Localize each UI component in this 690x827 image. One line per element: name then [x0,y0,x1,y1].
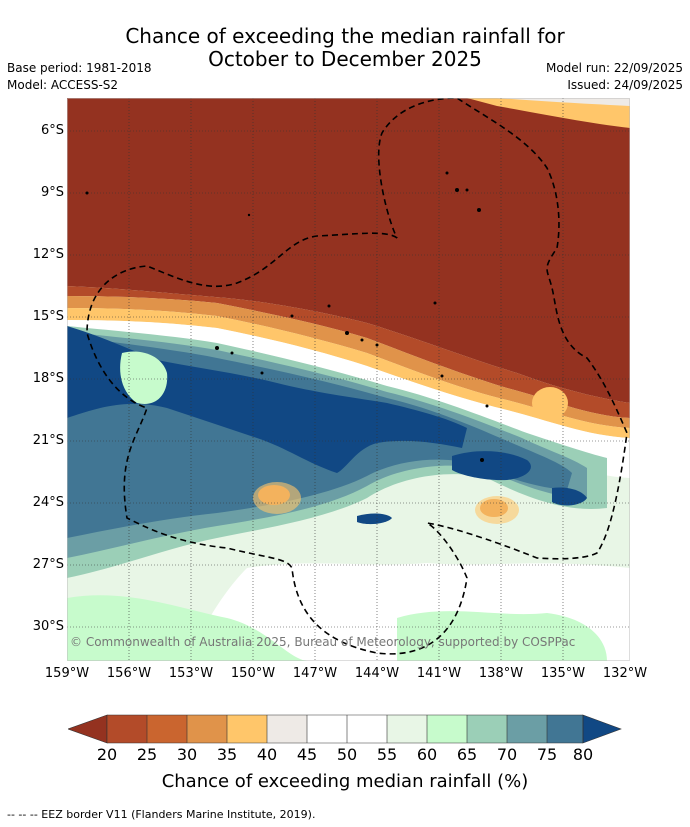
colorbar-tick-50: 50 [336,745,358,764]
colorbar-tick-45: 45 [296,745,318,764]
colorbar-bin-75-80 [547,715,583,743]
colorbar-bin-40-45 [267,715,307,743]
region-pocket-green [120,351,168,404]
region-green-east [397,611,607,661]
colorbar-tick-20: 20 [96,745,118,764]
islands [85,171,489,462]
lon-label-150w: 150°W [230,666,276,681]
colorbar-bin-20-25 [107,715,147,743]
region-35-40 [67,308,630,438]
lat-label-24s: 24°S [32,495,64,510]
eez-legend-note: -- -- -- EEZ border V11 (Flanders Marine… [7,808,316,821]
colorbar-bin-30-35 [187,715,227,743]
lat-label-21s: 21°S [32,433,64,448]
meta-left: Base period: 1981-2018 Model: ACCESS-S2 [7,60,152,94]
region-pocket-yellow-1 [253,482,301,514]
map-frame [67,98,630,661]
map-copyright: © Commonwealth of Australia 2025, Bureau… [70,635,575,649]
colorbar [68,714,622,744]
region-gt80-east [452,451,531,481]
lon-label-138w: 138°W [478,666,524,681]
lat-label-30s: 30°S [32,619,64,634]
colorbar-tick-80: 80 [572,745,594,764]
region-25-35 [67,296,630,428]
colorbar-tick-35: 35 [216,745,238,764]
region-pocket-yellow-2 [475,496,519,524]
colorbar-bin-55-60 [387,715,427,743]
colorbar-tick-65: 65 [456,745,478,764]
colorbar-bin-65-70 [467,715,507,743]
map-gridlines [67,98,630,661]
lon-label-144w: 144°W [354,666,400,681]
base-period: Base period: 1981-2018 [7,61,152,75]
colorbar-bin-50-55 [347,715,387,743]
colorbar-tick-70: 70 [496,745,518,764]
region-gt80-far-east [552,487,587,506]
rainfall-map: © Commonwealth of Australia 2025, Bureau… [67,98,630,661]
lat-label-6s: 6°S [40,123,64,138]
lon-label-141w: 141°W [416,666,462,681]
model-name: Model: ACCESS-S2 [7,78,119,92]
colorbar-arrow-left [68,714,108,744]
lat-label-9s: 9°S [40,185,64,200]
colorbar-tick-60: 60 [416,745,438,764]
map-title-line1: Chance of exceeding the median rainfall … [125,24,565,48]
eez-border [86,98,628,655]
lon-label-147w: 147°W [292,666,338,681]
region-pocket-east [532,387,568,419]
region-20-25 [67,286,630,418]
colorbar-tick-55: 55 [376,745,398,764]
region-lt20-north [67,98,630,403]
colorbar-tick-40: 40 [256,745,278,764]
colorbar-tick-75: 75 [536,745,558,764]
colorbar-bin-35-40 [227,715,267,743]
issued-date: Issued: 24/09/2025 [567,78,683,92]
region-gt80-main [67,326,467,473]
lat-label-27s: 27°S [32,557,64,572]
colorbar-tick-25: 25 [136,745,158,764]
region-gt80-south [357,513,392,525]
colorbar-tick-30: 30 [176,745,198,764]
colorbar-bin-60-65 [427,715,467,743]
meta-right: Model run: 22/09/2025 Issued: 24/09/2025 [546,60,683,94]
colorbar-bin-45-50 [307,715,347,743]
colorbar-bin-70-75 [507,715,547,743]
colorbar-title: Chance of exceeding median rainfall (%) [161,771,529,792]
lon-label-156w: 156°W [106,666,152,681]
lon-label-135w: 135°W [540,666,586,681]
colorbar-dividers [106,714,584,744]
map-title-line2: October to December 2025 [208,47,482,71]
colorbar-arrow-right [582,714,622,744]
region-green-south [67,595,307,661]
lat-label-18s: 18°S [32,371,64,386]
lat-label-15s: 15°S [32,309,64,324]
lon-label-153w: 153°W [168,666,214,681]
region-top-right-white [497,98,630,106]
model-run: Model run: 22/09/2025 [545,61,683,75]
region-top-right-fringe [467,98,630,128]
lon-label-132w: 132°W [602,666,648,681]
lat-label-12s: 12°S [32,247,64,262]
lon-label-159w: 159°W [44,666,90,681]
colorbar-bin-25-30 [147,715,187,743]
